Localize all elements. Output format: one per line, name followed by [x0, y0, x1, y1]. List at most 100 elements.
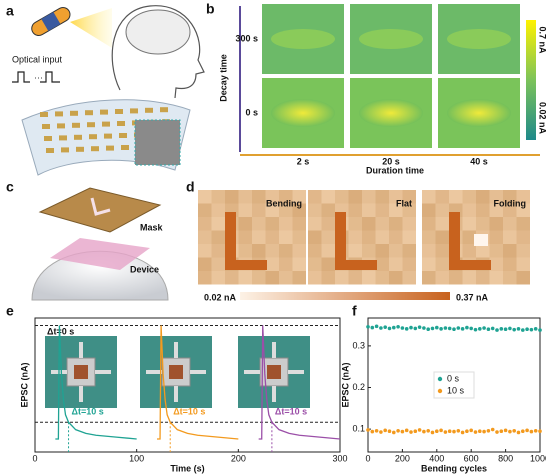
map-cell [422, 271, 436, 285]
map-cell [265, 203, 279, 217]
map-label: Flat [396, 198, 412, 208]
data-point [374, 428, 379, 433]
data-point [370, 429, 375, 434]
data-point [409, 325, 413, 330]
L-pattern [335, 212, 377, 270]
x-tick-label: 0 [32, 453, 37, 463]
map-cell [462, 244, 476, 258]
array-cell [44, 136, 52, 141]
map-cell [211, 244, 225, 258]
map-cell [489, 244, 503, 258]
row-label: 0 s [245, 107, 258, 117]
array-cell [115, 109, 123, 114]
map-label: Folding [494, 198, 527, 208]
data-point [469, 326, 474, 331]
device-layer [50, 238, 150, 270]
map-cell [489, 271, 503, 285]
map-cell [292, 230, 306, 244]
data-point [387, 326, 392, 331]
data-point [417, 428, 422, 432]
map-cell [252, 217, 266, 231]
annotation: Δt=10 s [72, 406, 104, 416]
colorbar [240, 292, 450, 300]
x-tick-label: 0 [365, 453, 370, 463]
map-cell [321, 190, 335, 204]
pulse-train [12, 71, 60, 83]
colorbar-min: 0.02 nA [538, 102, 546, 135]
map-cell [265, 230, 279, 244]
data-point [508, 429, 512, 434]
map-cell [489, 190, 503, 204]
map-cell [279, 271, 293, 285]
map-cell [198, 190, 212, 204]
x-tick-label: 800 [498, 453, 513, 463]
map-cell [321, 257, 335, 271]
data-point [370, 325, 375, 330]
map-cell [292, 203, 306, 217]
panel-letter: f [352, 303, 357, 319]
panel-letter: a [6, 3, 14, 19]
data-point [473, 430, 478, 434]
heatmap-hotspot [359, 29, 423, 49]
map-cell [211, 203, 225, 217]
map-cell [321, 244, 335, 258]
plot-frame [367, 317, 541, 453]
row-label: 300 s [235, 33, 258, 43]
map-cell [516, 271, 530, 285]
map-cell [211, 257, 225, 271]
map-cell [279, 217, 293, 231]
map-cell [265, 244, 279, 258]
y-axis-label: Decay time [218, 54, 228, 102]
data-point [447, 326, 452, 331]
pulse-dots: ··· [34, 72, 43, 82]
device-arms [244, 342, 304, 402]
panel-a: Optical input ··· [12, 5, 205, 176]
map-cell [462, 271, 476, 285]
map-cell [402, 217, 416, 231]
map-cell [308, 190, 322, 204]
annotation: Δt=10 s [275, 406, 307, 416]
map-cell [265, 217, 279, 231]
L-pattern [449, 212, 491, 270]
data-point [486, 327, 491, 332]
map-cell [435, 217, 449, 231]
array-cell [70, 110, 78, 116]
array-cell [55, 111, 63, 117]
mask-layer [38, 187, 162, 233]
device-chip [74, 365, 88, 379]
map-cell [503, 271, 517, 285]
data-point [413, 429, 418, 433]
data-point [512, 428, 516, 433]
map-cell [238, 244, 252, 258]
device-arms [146, 342, 206, 402]
y-tick-label: 0.1 [352, 423, 365, 433]
array-cell [145, 107, 153, 113]
data-point [396, 324, 400, 329]
data-point [503, 327, 508, 332]
L-pattern [225, 212, 267, 270]
data-point [400, 429, 405, 434]
map-cell [308, 257, 322, 271]
map-cell [422, 244, 436, 258]
map-cell [308, 230, 322, 244]
map-cell [362, 190, 376, 204]
data-point [400, 326, 405, 330]
x-tick-label: 200 [231, 453, 246, 463]
map-cell [308, 203, 322, 217]
array-cell [91, 146, 99, 152]
decay-curve [258, 325, 341, 440]
map-cell [252, 190, 266, 204]
array-cell [72, 122, 80, 128]
map-cell [238, 203, 252, 217]
panel-labels: a b c d e f [6, 1, 357, 319]
map-cell [211, 230, 225, 244]
data-point [435, 429, 439, 433]
data-point [486, 428, 491, 433]
map-cell [362, 230, 376, 244]
map-cell [335, 271, 349, 285]
x-tick-label: 100 [129, 453, 144, 463]
data-point [482, 429, 486, 434]
y-axis-label: EPSC (nA) [19, 362, 29, 407]
map-cell [516, 217, 530, 231]
data-point [512, 327, 516, 332]
